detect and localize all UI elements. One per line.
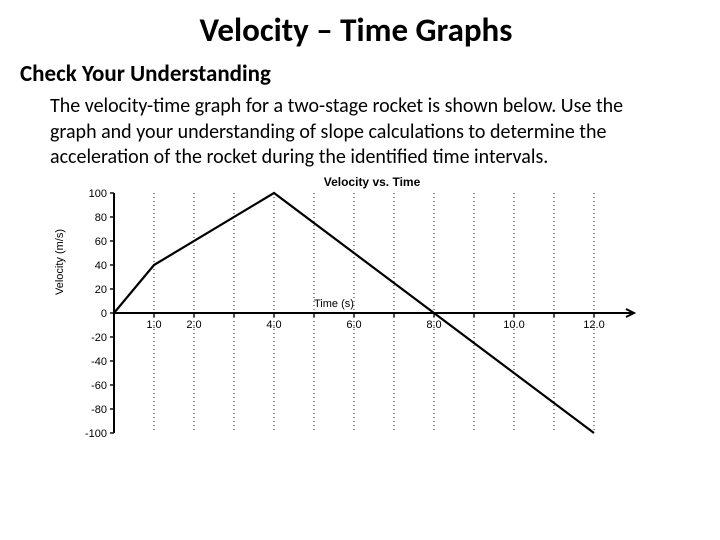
x-tick-label: 12.0	[583, 319, 604, 331]
y-tick-label: 0	[101, 308, 107, 320]
velocity-time-chart: -100 -80 -60 -40 -20 0 20 40 60 80 100 1.0 2.0 4.0 6.0…	[72, 189, 644, 437]
y-tick-label: -40	[91, 356, 107, 368]
section-subtitle: Check Your Understanding	[20, 60, 692, 88]
x-tick-label: 4.0	[266, 319, 281, 331]
chart-title: Velocity vs. Time	[102, 175, 642, 189]
y-tick-label: -20	[91, 332, 107, 344]
prompt-text: The velocity-time graph for a two-stage …	[50, 94, 660, 171]
y-tick-label: -100	[85, 428, 107, 437]
x-tick-label: 6.0	[346, 319, 361, 331]
x-axis-label: Time (s)	[314, 298, 354, 310]
y-axis-label: Velocity (m/s)	[54, 229, 66, 295]
x-tick-label: 10.0	[503, 319, 524, 331]
y-tick-label: 20	[95, 284, 107, 296]
y-tick-label: -60	[91, 380, 107, 392]
x-tick-label: 2.0	[186, 319, 201, 331]
page-title: Velocity – Time Graphs	[20, 10, 692, 50]
y-tick-label: -80	[91, 404, 107, 416]
x-tick-label: 8.0	[426, 319, 441, 331]
chart-container: Velocity vs. Time Velocity (m/s) -100-80…	[72, 175, 692, 437]
x-tick-label: 1.0	[146, 319, 161, 331]
y-tick-label: 40	[95, 260, 107, 272]
y-tick-label: 80	[95, 212, 107, 224]
y-tick-label: 60	[95, 236, 107, 248]
y-tick-label: 100	[89, 189, 107, 200]
